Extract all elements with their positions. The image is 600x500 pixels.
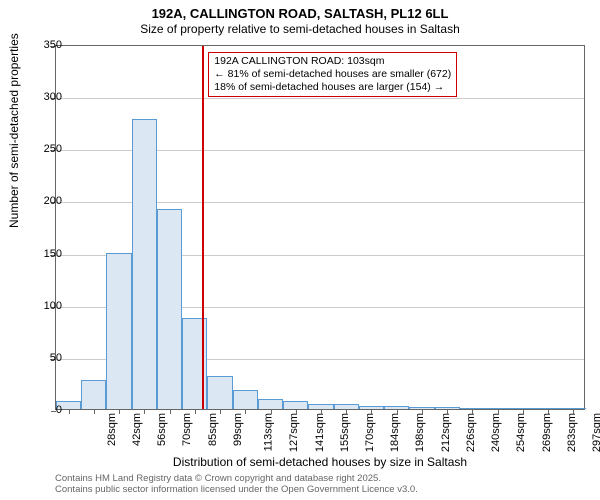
x-tick-mark	[321, 409, 322, 414]
histogram-bar	[258, 399, 283, 409]
annotation-box: 192A CALLINGTON ROAD: 103sqm← 81% of sem…	[208, 52, 457, 97]
x-tick-mark	[195, 409, 196, 414]
chart-title-main: 192A, CALLINGTON ROAD, SALTASH, PL12 6LL	[0, 6, 600, 21]
footer-line-1: Contains HM Land Registry data © Crown c…	[55, 473, 418, 484]
property-marker-line	[202, 46, 204, 409]
histogram-bar	[283, 401, 308, 409]
x-tick-mark	[548, 409, 549, 414]
x-tick-label: 212sqm	[440, 413, 452, 452]
x-tick-label: 28sqm	[106, 413, 118, 446]
histogram-bar	[106, 253, 131, 409]
x-tick-mark	[573, 409, 574, 414]
y-tick-label: 250	[17, 143, 62, 155]
x-tick-mark	[523, 409, 524, 414]
annotation-line: ← 81% of semi-detached houses are smalle…	[214, 68, 451, 81]
x-tick-mark	[371, 409, 372, 414]
x-tick-mark	[144, 409, 145, 414]
x-tick-mark	[245, 409, 246, 414]
x-tick-label: 42sqm	[131, 413, 143, 446]
y-tick-label: 0	[17, 404, 62, 416]
y-tick-label: 350	[17, 39, 62, 51]
x-tick-mark	[296, 409, 297, 414]
x-tick-label: 127sqm	[288, 413, 300, 452]
x-tick-mark	[69, 409, 70, 414]
plot-area: 28sqm42sqm56sqm70sqm85sqm99sqm113sqm127s…	[55, 45, 585, 410]
histogram-bar	[157, 209, 182, 409]
x-tick-label: 155sqm	[339, 413, 351, 452]
y-tick-label: 100	[17, 300, 62, 312]
x-tick-mark	[397, 409, 398, 414]
x-tick-label: 254sqm	[516, 413, 528, 452]
x-tick-mark	[498, 409, 499, 414]
chart-title-sub: Size of property relative to semi-detach…	[0, 22, 600, 36]
x-tick-label: 85sqm	[207, 413, 219, 446]
y-tick-label: 300	[17, 91, 62, 103]
x-tick-mark	[94, 409, 95, 414]
x-tick-mark	[220, 409, 221, 414]
histogram-bar	[81, 380, 106, 409]
x-tick-mark	[170, 409, 171, 414]
histogram-bar	[132, 119, 157, 409]
x-tick-mark	[271, 409, 272, 414]
x-tick-label: 297sqm	[591, 413, 600, 452]
x-tick-label: 198sqm	[415, 413, 427, 452]
x-tick-label: 283sqm	[566, 413, 578, 452]
y-tick-label: 50	[17, 352, 62, 364]
histogram-bar	[207, 376, 232, 409]
x-tick-label: 184sqm	[389, 413, 401, 452]
histogram-bar	[233, 390, 258, 409]
x-tick-label: 240sqm	[490, 413, 502, 452]
x-tick-mark	[422, 409, 423, 414]
annotation-line: 192A CALLINGTON ROAD: 103sqm	[214, 55, 451, 68]
x-tick-mark	[472, 409, 473, 414]
chart-container: 192A, CALLINGTON ROAD, SALTASH, PL12 6LL…	[0, 0, 600, 500]
x-axis-label: Distribution of semi-detached houses by …	[55, 455, 585, 469]
y-tick-label: 200	[17, 195, 62, 207]
x-tick-label: 99sqm	[232, 413, 244, 446]
x-tick-label: 170sqm	[364, 413, 376, 452]
gridline	[56, 98, 584, 99]
annotation-line: 18% of semi-detached houses are larger (…	[214, 81, 451, 94]
y-tick-label: 150	[17, 248, 62, 260]
footer-attribution: Contains HM Land Registry data © Crown c…	[55, 473, 418, 496]
x-tick-label: 269sqm	[541, 413, 553, 452]
footer-line-2: Contains public sector information licen…	[55, 484, 418, 495]
x-tick-mark	[447, 409, 448, 414]
x-tick-mark	[346, 409, 347, 414]
x-tick-label: 141sqm	[314, 413, 326, 452]
x-tick-label: 226sqm	[465, 413, 477, 452]
x-tick-mark	[119, 409, 120, 414]
x-tick-label: 56sqm	[156, 413, 168, 446]
x-tick-label: 113sqm	[262, 413, 274, 451]
x-tick-label: 70sqm	[181, 413, 193, 446]
